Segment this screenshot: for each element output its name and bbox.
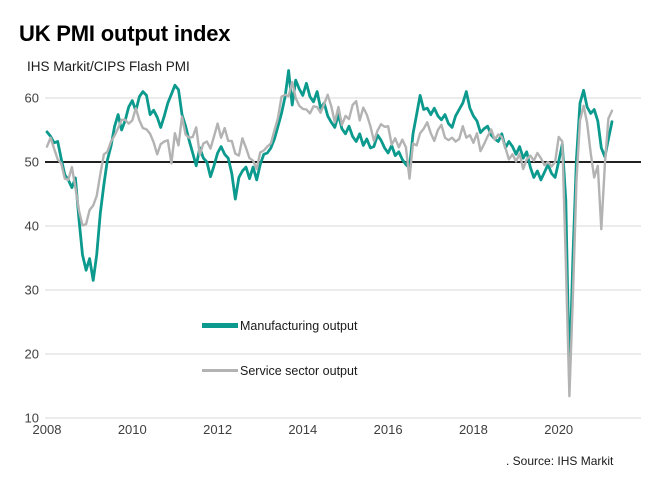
x-tick-label: 2010 — [118, 422, 147, 437]
y-tick-label: 60 — [25, 91, 39, 106]
x-tick-label: 2020 — [544, 422, 573, 437]
y-tick-label: 10 — [25, 411, 39, 426]
x-tick-label: 2008 — [33, 422, 62, 437]
y-tick-label: 40 — [25, 219, 39, 234]
y-tick-label: 50 — [25, 155, 39, 170]
service-sector-output-line — [45, 80, 614, 398]
y-tick-label: 20 — [25, 347, 39, 362]
legend-item-manufacturing: Manufacturing output — [202, 318, 357, 333]
legend-label-manufacturing: Manufacturing output — [240, 318, 358, 333]
chart-subtitle: IHS Markit/CIPS Flash PMI — [27, 59, 190, 74]
source-note: . Source: IHS Markit — [506, 454, 614, 468]
manufacturing-output-line — [45, 69, 614, 380]
manufacturing-line-swatch — [202, 323, 238, 328]
page-title: UK PMI output index — [19, 21, 231, 46]
x-tick-label: 2016 — [374, 422, 403, 437]
legend-item-services: Service sector output — [202, 363, 357, 378]
x-tick-label: 2018 — [459, 422, 488, 437]
chart-legend: Manufacturing output Service sector outp… — [202, 318, 357, 408]
legend-label-services: Service sector output — [240, 363, 358, 378]
y-tick-label: 30 — [25, 283, 39, 298]
x-tick-label: 2012 — [203, 422, 232, 437]
x-tick-label: 2014 — [288, 422, 317, 437]
services-line-swatch — [202, 369, 238, 372]
